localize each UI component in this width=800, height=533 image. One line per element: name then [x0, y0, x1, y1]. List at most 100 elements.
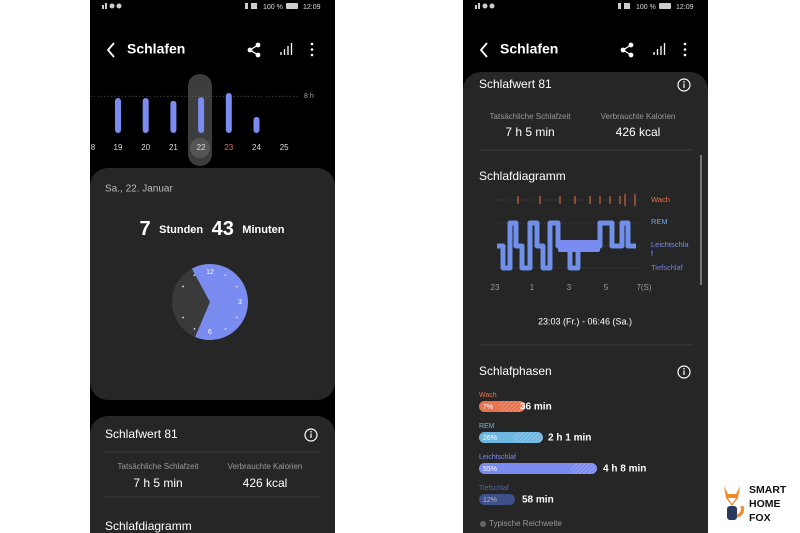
diagram-title: Schlafdiagramm: [479, 169, 566, 183]
stats-button[interactable]: [280, 43, 293, 55]
day-label: 24: [252, 143, 261, 152]
right-screen: 100 % 12:09 Schlafen Schlafwert 81 Tatsä…: [463, 3, 708, 533]
stat-value: 7 h 5 min: [505, 125, 554, 139]
hour-dot: [182, 316, 185, 319]
share-button[interactable]: [620, 42, 634, 58]
date: Sa., 22. Januar: [105, 184, 173, 195]
info-button[interactable]: [304, 428, 318, 442]
day-label: 8: [91, 143, 96, 152]
phase-bar: [479, 494, 515, 505]
phase-name: Wach: [479, 392, 497, 399]
duration-minutes-unit: Minuten: [242, 224, 284, 236]
hour-dot: [193, 327, 196, 330]
menu-button[interactable]: [310, 42, 314, 57]
menu-button[interactable]: [683, 42, 687, 57]
clock-label: 12: [206, 269, 214, 276]
day-label: 21: [169, 143, 178, 152]
x-label: 23: [491, 283, 500, 292]
logo: SMART HOME FOX: [724, 484, 787, 524]
stats-button[interactable]: [653, 43, 666, 55]
phase-duration: 4 h 8 min: [603, 464, 646, 475]
stat-label: Verbrauchte Kalorien: [601, 112, 676, 121]
day-label: 19: [114, 143, 123, 152]
phase-duration: 36 min: [520, 402, 552, 413]
hour-dot: [224, 327, 227, 330]
phone-left: 100 % 12:09 Schlafen 8 h 8 19 20 21 22 23 24 25 …: [90, 0, 335, 533]
phase-name: REM: [479, 423, 495, 430]
sleep-bar: [115, 98, 121, 133]
sleep-wedge: [191, 264, 248, 340]
sleep-bar: [225, 92, 232, 133]
stat-value: 426 kcal: [243, 476, 288, 490]
x-label: 5: [604, 283, 609, 292]
stage-label: Tiefschlaf: [651, 263, 684, 272]
x-label: 1: [530, 283, 535, 292]
sleep-bar: [198, 97, 205, 133]
phase-range: [499, 401, 525, 412]
phase-range: [571, 463, 597, 474]
duration-hours: 7: [140, 218, 151, 240]
legend-label: Typische Reichweite: [489, 519, 562, 528]
duration-minutes: 43: [212, 218, 234, 240]
score-title: Schlafwert 81: [105, 427, 178, 441]
stat-value: 426 kcal: [616, 125, 661, 139]
x-label: 3: [567, 283, 572, 292]
x-label: 7(S): [636, 283, 651, 292]
info-button[interactable]: [677, 365, 691, 379]
score-title: Schlafwert 81: [479, 77, 552, 91]
left-screen: 100 % 12:09 Schlafen 8 h8 19 20 21 22 23 24 25 …: [90, 3, 335, 533]
fox-icon: [724, 486, 744, 520]
hour-dot: [235, 316, 238, 319]
hour-dot: [182, 285, 185, 288]
detail-card: [463, 72, 708, 533]
status-battery: 100 %: [636, 4, 656, 11]
stage-label: Leichtschlaf: [651, 240, 689, 258]
hypnogram: [495, 194, 643, 271]
status-icons: [475, 3, 671, 9]
clock-label: 6: [208, 329, 212, 336]
status-icons: [102, 3, 298, 9]
hour-dot: [235, 285, 238, 288]
day-label: 20: [141, 143, 150, 152]
phase-percent: 12%: [483, 497, 497, 504]
stage-label: REM: [651, 217, 668, 226]
share-button[interactable]: [247, 42, 261, 58]
phase-duration: 58 min: [522, 495, 554, 506]
sleep-bar: [142, 98, 149, 133]
hour-dot: [224, 274, 227, 277]
header-title: Schlafen: [500, 41, 558, 57]
status-time: 12:09: [676, 4, 694, 11]
status-time: 12:09: [303, 4, 321, 11]
phase-duration: 2 h 1 min: [548, 433, 591, 444]
phase-name: Tiefschlaf: [479, 485, 509, 492]
day-label: 23: [224, 143, 233, 152]
stat-value: 7 h 5 min: [133, 476, 182, 490]
phase-bar: [479, 463, 597, 474]
status-battery: 100 %: [263, 4, 283, 11]
day-label: 22: [197, 143, 206, 152]
phases-title: Schlafphasen: [479, 364, 552, 378]
reference-label: 8 h: [304, 93, 314, 100]
logo-text: HOME: [749, 498, 781, 510]
hour-dot: [193, 274, 196, 277]
selected-day-circle: [190, 138, 210, 158]
time-range: 23:03 (Fr.) - 06:46 (Sa.): [538, 316, 632, 326]
header-title: Schlafen: [127, 41, 185, 57]
back-button[interactable]: [106, 42, 115, 58]
legend-dot: [480, 521, 486, 527]
phase-name: Leichtschlaf: [479, 454, 516, 461]
logo-text: FOX: [749, 512, 771, 524]
sleep-bar: [170, 100, 177, 133]
score-card: [90, 416, 335, 533]
sleep-clock: 12 3 6: [172, 264, 248, 340]
clock-label: 3: [238, 299, 242, 306]
section-title: Schlafdiagramm: [105, 519, 192, 533]
phase-percent: 55%: [483, 466, 497, 473]
back-button[interactable]: [479, 42, 488, 58]
info-button[interactable]: [677, 78, 691, 92]
day-chart: 8 h 8 19 20 21 22 23 24 25: [90, 92, 314, 152]
logo-text: SMART: [749, 484, 787, 496]
phase-percent: 26%: [483, 435, 497, 442]
